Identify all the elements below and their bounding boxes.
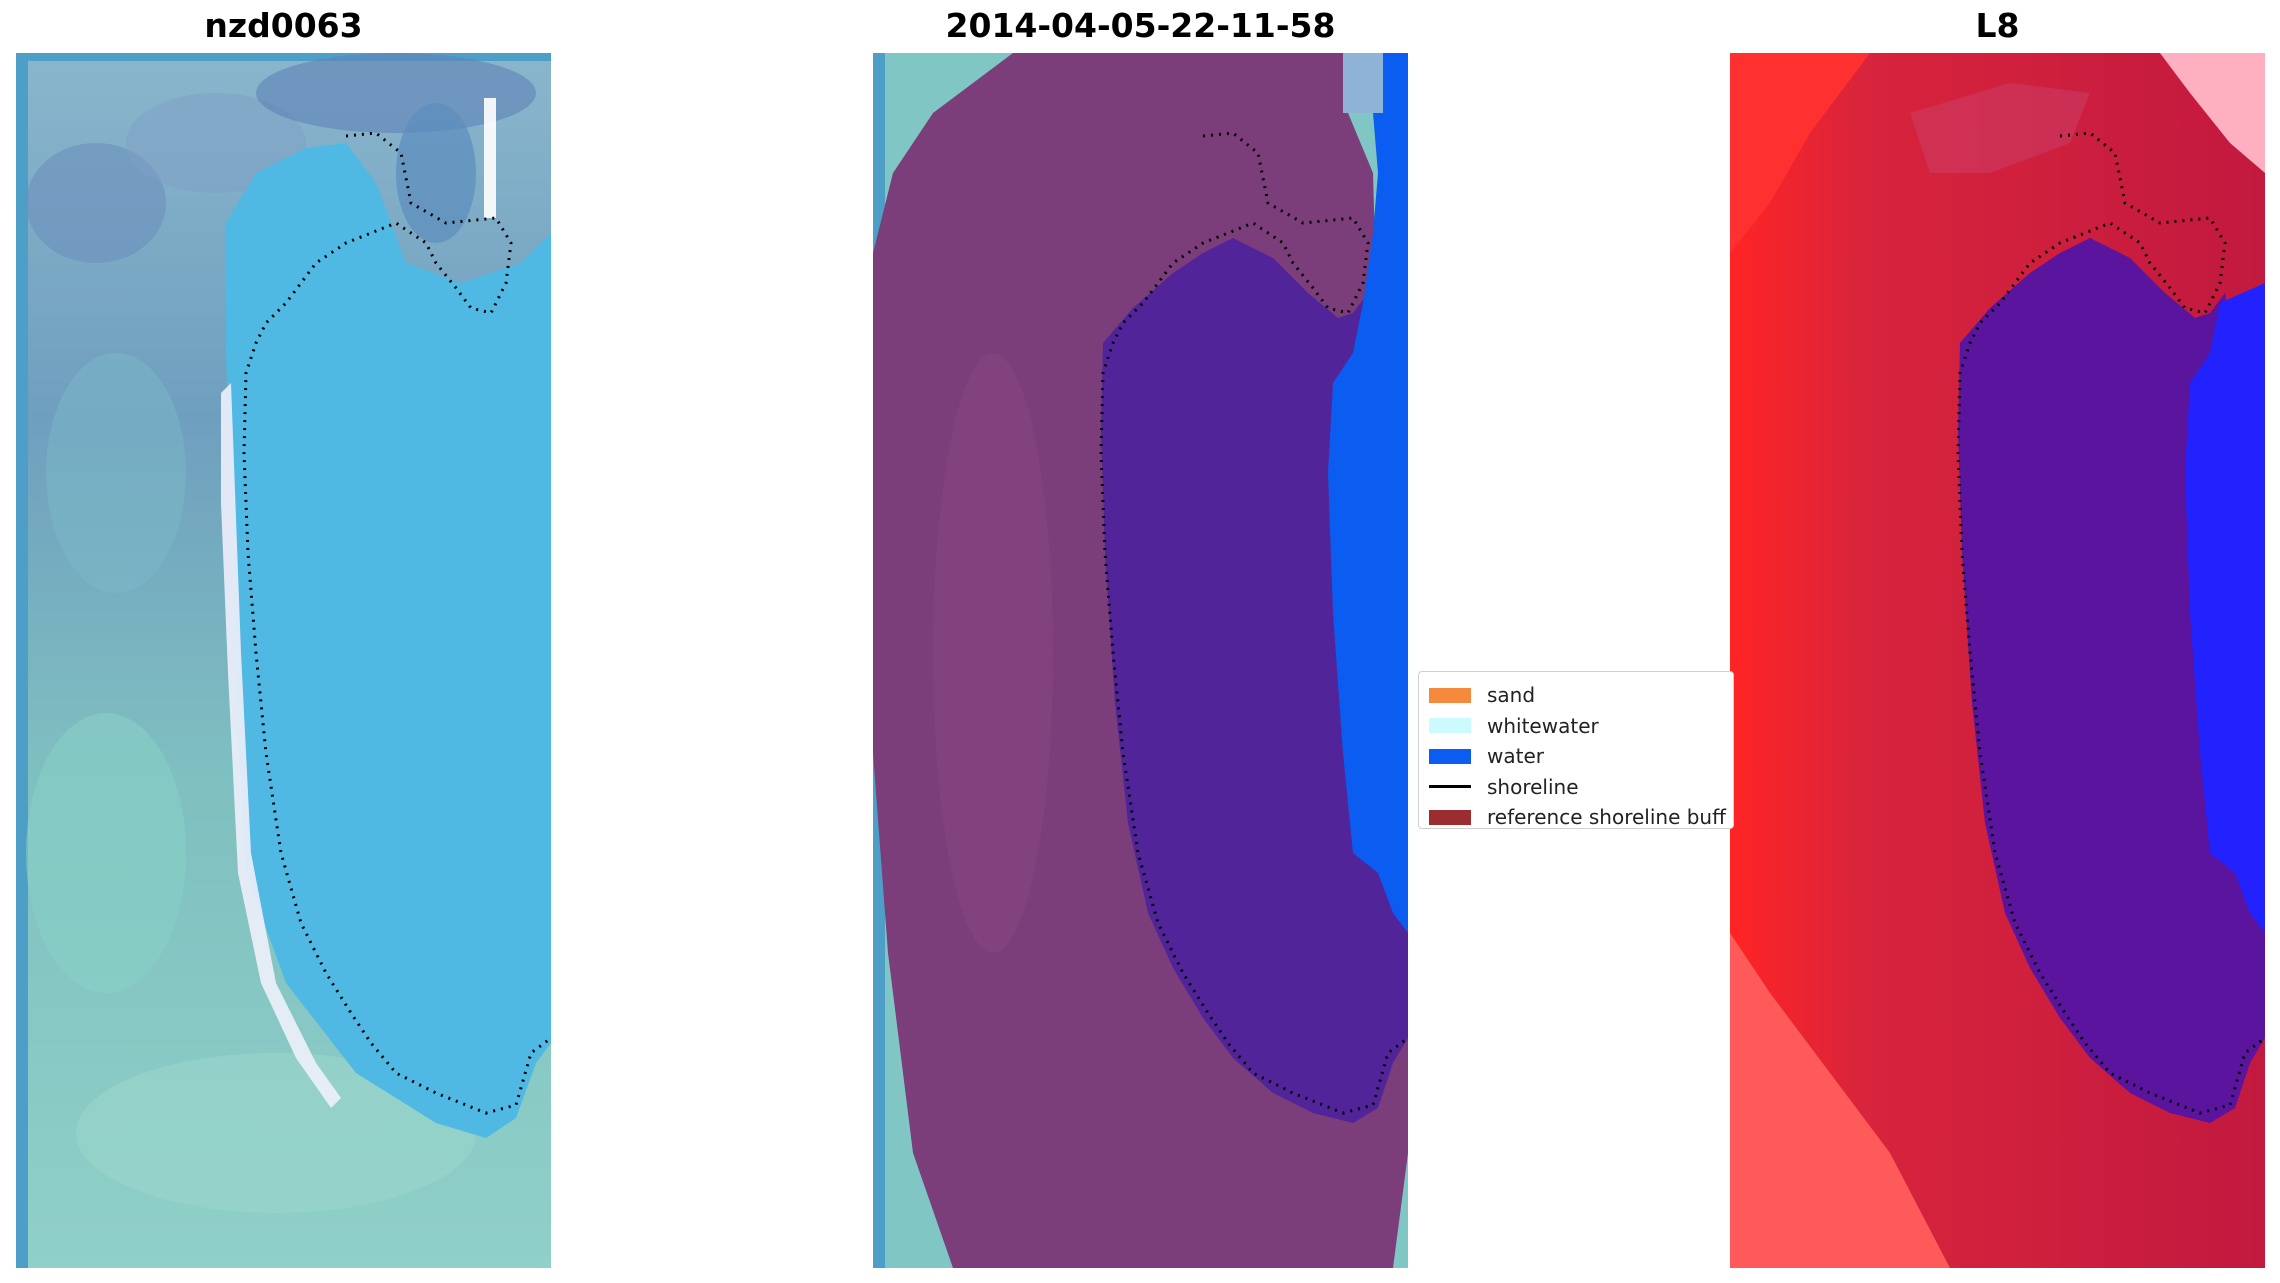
legend-label: whitewater — [1487, 713, 1599, 738]
index-image — [1730, 53, 2265, 1268]
legend-item-whitewater: whitewater — [1429, 711, 1723, 742]
legend-item-sand: sand — [1429, 680, 1723, 711]
reference-buffer-swatch — [1429, 809, 1471, 825]
legend-label: shoreline — [1487, 774, 1579, 799]
legend-label: reference shoreline buff — [1487, 805, 1726, 830]
index-image-panel — [1730, 53, 2265, 1268]
panel-title-rgb: nzd0063 — [204, 6, 363, 45]
classified-image-panel — [873, 53, 1408, 1268]
water-swatch — [1429, 748, 1471, 764]
whitewater-swatch — [1429, 718, 1471, 734]
classified-image — [873, 53, 1408, 1268]
legend-item-water: water — [1429, 741, 1723, 772]
legend: sand whitewater water shoreline referenc… — [1418, 671, 1734, 829]
panel-title-index: L8 — [1975, 6, 2020, 45]
rgb-image-panel — [16, 53, 551, 1268]
legend-label: water — [1487, 744, 1544, 769]
sand-swatch — [1429, 687, 1471, 703]
legend-item-shoreline: shoreline — [1429, 772, 1723, 803]
panel-title-classified: 2014-04-05-22-11-58 — [945, 6, 1336, 45]
legend-item-reference-buffer: reference shoreline buff — [1429, 802, 1726, 833]
legend-label: sand — [1487, 683, 1536, 708]
rgb-image — [16, 53, 551, 1268]
shoreline-line-icon — [1429, 785, 1471, 789]
